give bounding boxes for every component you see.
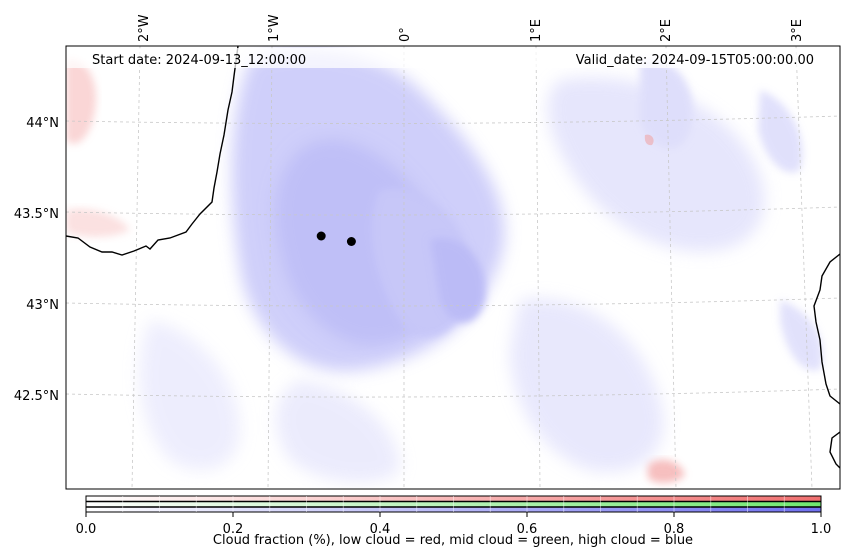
colorbar-tick-1-0: 1.0 [811, 522, 832, 537]
low-cloud-layer [66, 59, 685, 483]
graticule [66, 46, 840, 489]
marker-point-1 [316, 231, 326, 241]
colorbar-tick-0-6: 0.6 [517, 522, 538, 537]
colorbar-tick-0-8: 0.8 [664, 522, 685, 537]
longitude-labels: 2°W 1°W 0° 1°E 2°E 3°E [137, 14, 805, 42]
lat-label-43n: 43°N [26, 298, 59, 313]
lon-label-1w: 1°W [267, 14, 282, 42]
colorbar-label: Cloud fraction (%), low cloud = red, mid… [213, 533, 693, 548]
map-field [66, 46, 840, 489]
lat-label-43-5n: 43.5°N [14, 207, 59, 222]
lon-label-0: 0° [398, 27, 413, 42]
valid-date-label: Valid_date: 2024-09-15T05:00:00.00 [576, 53, 814, 68]
marker-point-2 [346, 237, 356, 246]
colorbar-tick-0-4: 0.4 [370, 522, 391, 537]
latitude-labels: 44°N 43.5°N 43°N 42.5°N [14, 116, 59, 404]
lon-label-1e: 1°E [529, 19, 544, 42]
lat-label-42-5n: 42.5°N [14, 389, 59, 404]
coastline [66, 46, 840, 469]
colorbar-tick-0: 0.0 [76, 522, 97, 537]
lon-label-2w: 2°W [137, 14, 152, 42]
colorbar: 0.0 0.2 0.4 0.6 0.8 1.0 Cloud fraction (… [76, 495, 832, 548]
map-frame [65, 45, 841, 490]
lon-label-2e: 2°E [659, 19, 674, 42]
start-date-label: Start date: 2024-09-13_12:00:00 [92, 53, 306, 68]
lat-label-44n: 44°N [26, 116, 59, 131]
lon-label-3e: 3°E [790, 19, 805, 42]
location-markers [316, 231, 356, 246]
colorbar-tick-0-2: 0.2 [223, 522, 244, 537]
